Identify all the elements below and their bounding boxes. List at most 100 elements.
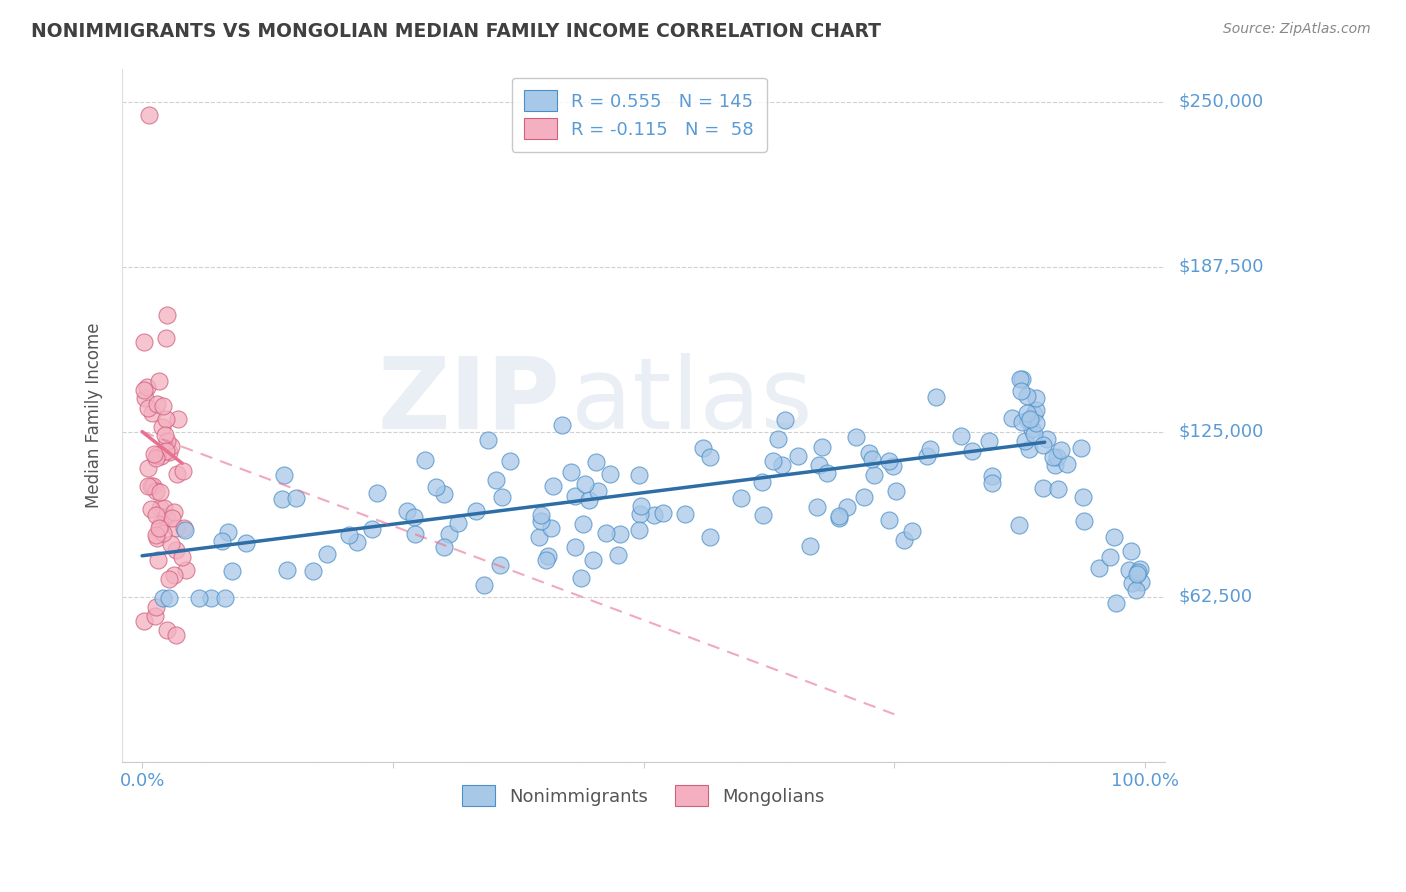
Point xyxy=(950,429,973,443)
Point xyxy=(396,504,419,518)
Point xyxy=(879,454,901,468)
Point xyxy=(146,531,169,545)
Point xyxy=(1073,514,1095,528)
Point xyxy=(489,558,512,572)
Point xyxy=(1024,408,1046,422)
Point xyxy=(139,479,162,493)
Point xyxy=(578,493,600,508)
Point xyxy=(628,507,651,521)
Point xyxy=(1071,490,1094,504)
Point xyxy=(165,628,187,642)
Point xyxy=(1015,389,1038,403)
Point xyxy=(807,458,830,473)
Point xyxy=(877,513,900,527)
Point xyxy=(146,448,169,462)
Point xyxy=(163,505,186,519)
Point xyxy=(464,504,486,518)
Point xyxy=(155,412,177,426)
Point xyxy=(1126,567,1149,582)
Point xyxy=(845,430,868,444)
Point xyxy=(799,540,821,554)
Point xyxy=(143,608,166,623)
Point xyxy=(172,549,194,564)
Point xyxy=(811,440,834,454)
Point xyxy=(499,454,522,468)
Point xyxy=(609,526,631,541)
Point xyxy=(630,500,652,514)
Point xyxy=(893,533,915,548)
Point xyxy=(145,508,167,523)
Point xyxy=(149,484,172,499)
Point xyxy=(920,442,942,456)
Point xyxy=(149,501,172,516)
Point xyxy=(1032,438,1054,452)
Point xyxy=(1070,441,1092,455)
Point xyxy=(139,501,162,516)
Point xyxy=(884,484,907,499)
Point xyxy=(692,441,714,455)
Point xyxy=(1011,372,1033,386)
Text: NONIMMIGRANTS VS MONGOLIAN MEDIAN FAMILY INCOME CORRELATION CHART: NONIMMIGRANTS VS MONGOLIAN MEDIAN FAMILY… xyxy=(31,22,882,41)
Point xyxy=(1050,443,1073,458)
Point xyxy=(425,480,447,494)
Point xyxy=(346,535,368,549)
Point xyxy=(1121,575,1143,590)
Point xyxy=(148,553,170,567)
Point xyxy=(599,467,621,481)
Text: Source: ZipAtlas.com: Source: ZipAtlas.com xyxy=(1223,22,1371,37)
Point xyxy=(167,412,190,426)
Point xyxy=(1021,422,1043,436)
Point xyxy=(302,564,325,578)
Point xyxy=(404,510,426,524)
Point xyxy=(806,500,828,514)
Point xyxy=(786,449,808,463)
Point xyxy=(413,453,436,467)
Point xyxy=(882,459,904,474)
Point xyxy=(155,331,177,345)
Point xyxy=(627,467,650,482)
Point xyxy=(551,417,574,432)
Point xyxy=(166,467,188,482)
Point xyxy=(437,527,460,541)
Point xyxy=(752,508,775,523)
Y-axis label: Median Family Income: Median Family Income xyxy=(86,322,103,508)
Point xyxy=(585,455,607,469)
Point xyxy=(815,466,838,480)
Point xyxy=(925,390,948,404)
Point xyxy=(1015,406,1038,420)
Point xyxy=(1010,372,1032,386)
Text: $125,000: $125,000 xyxy=(1180,423,1264,441)
Point xyxy=(673,507,696,521)
Point xyxy=(835,500,858,515)
Point xyxy=(188,591,211,605)
Point xyxy=(530,508,553,523)
Point xyxy=(132,383,155,397)
Point xyxy=(211,533,233,548)
Point xyxy=(273,468,295,483)
Point xyxy=(156,308,179,322)
Point xyxy=(172,464,194,478)
Point xyxy=(155,443,177,458)
Point xyxy=(315,548,337,562)
Point xyxy=(1035,432,1057,446)
Point xyxy=(915,450,938,464)
Point xyxy=(1087,560,1109,574)
Point xyxy=(1001,411,1024,425)
Point xyxy=(900,524,922,538)
Point xyxy=(1046,450,1069,464)
Point xyxy=(1098,550,1121,565)
Point xyxy=(433,486,456,500)
Point xyxy=(165,543,187,558)
Point xyxy=(160,510,183,524)
Point xyxy=(1129,575,1152,590)
Point xyxy=(145,451,167,466)
Point xyxy=(477,434,499,448)
Point xyxy=(1056,457,1078,471)
Point xyxy=(569,571,592,585)
Point xyxy=(145,528,167,542)
Point xyxy=(560,465,582,479)
Point xyxy=(699,450,721,464)
Point xyxy=(1019,412,1042,426)
Point xyxy=(1022,426,1045,441)
Point xyxy=(150,420,173,434)
